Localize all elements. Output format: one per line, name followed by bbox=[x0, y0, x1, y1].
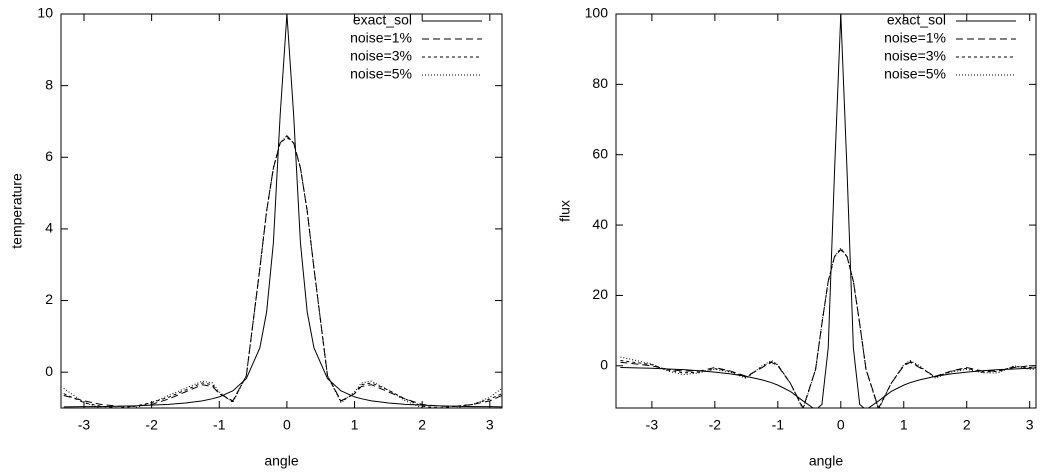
y-tick-label: 60 bbox=[592, 145, 608, 161]
y-axis-label: flux bbox=[557, 200, 573, 222]
y-tick-label: 0 bbox=[600, 356, 608, 372]
y-tick-label: 4 bbox=[45, 220, 53, 236]
legend-label: exact_sol bbox=[887, 12, 946, 28]
y-tick-label: 8 bbox=[45, 76, 53, 92]
legend-label: noise=1% bbox=[350, 30, 412, 46]
x-tick-label: 0 bbox=[283, 417, 291, 433]
x-tick-label: 3 bbox=[486, 417, 494, 433]
data-line bbox=[620, 247, 1036, 408]
legend-label: exact_sol bbox=[353, 12, 412, 28]
y-tick-label: 20 bbox=[592, 286, 608, 302]
legend-label: noise=3% bbox=[884, 48, 946, 64]
y-tick-label: 80 bbox=[592, 75, 608, 91]
y-tick-label: 6 bbox=[45, 148, 53, 164]
x-tick-label: -3 bbox=[646, 417, 659, 433]
data-line bbox=[63, 136, 502, 408]
data-line bbox=[620, 14, 1036, 408]
plot-frame bbox=[615, 13, 1037, 409]
data-line bbox=[620, 248, 1036, 408]
legend-label: noise=3% bbox=[350, 48, 412, 64]
y-tick-label: 40 bbox=[592, 216, 608, 232]
x-tick-label: 2 bbox=[963, 417, 971, 433]
x-tick-label: 1 bbox=[900, 417, 908, 433]
y-tick-label: 2 bbox=[45, 291, 53, 307]
x-tick-label: 2 bbox=[418, 417, 426, 433]
legend-label: noise=1% bbox=[884, 30, 946, 46]
data-line bbox=[63, 135, 502, 408]
legend-label: noise=5% bbox=[884, 66, 946, 82]
data-line bbox=[63, 135, 502, 407]
y-axis-label: temperature bbox=[9, 173, 25, 249]
y-tick-label: 100 bbox=[585, 5, 609, 21]
y-tick-label: 0 bbox=[45, 363, 53, 379]
x-tick-label: -1 bbox=[772, 417, 785, 433]
x-tick-label: 3 bbox=[1026, 417, 1034, 433]
x-tick-label: -2 bbox=[145, 417, 158, 433]
plot-frame bbox=[60, 13, 503, 409]
x-tick-label: -1 bbox=[213, 417, 226, 433]
y-tick-label: 10 bbox=[37, 5, 53, 21]
x-tick-label: -2 bbox=[709, 417, 722, 433]
x-tick-label: 0 bbox=[837, 417, 845, 433]
x-tick-label: 1 bbox=[351, 417, 359, 433]
x-tick-label: -3 bbox=[78, 417, 91, 433]
x-axis-label: angle bbox=[809, 453, 843, 469]
data-line bbox=[620, 247, 1036, 408]
x-axis-label: angle bbox=[264, 453, 298, 469]
data-line bbox=[63, 14, 502, 408]
legend-label: noise=5% bbox=[350, 66, 412, 82]
